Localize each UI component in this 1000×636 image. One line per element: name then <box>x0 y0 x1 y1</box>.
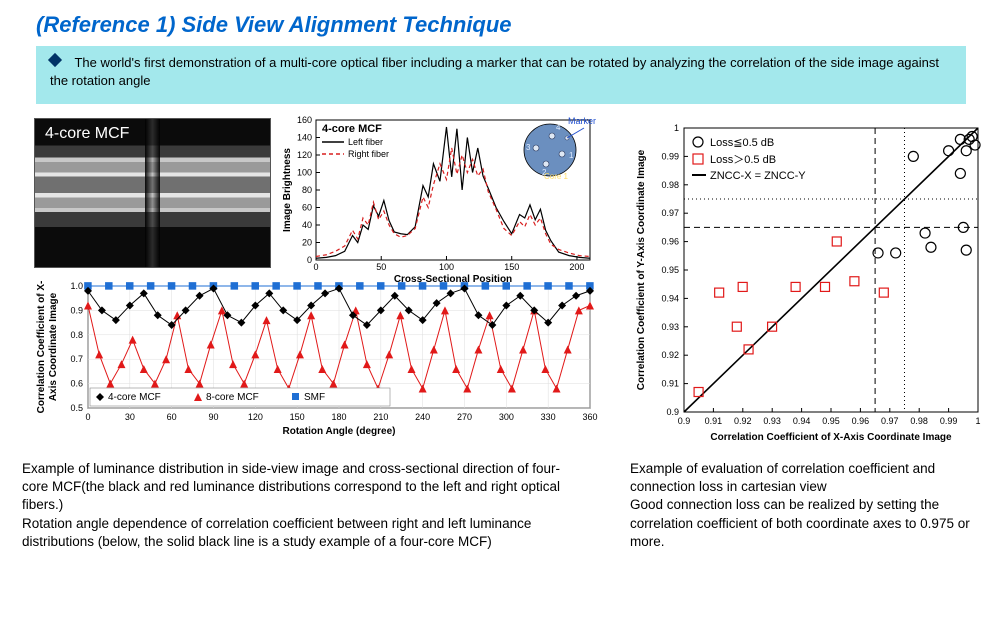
svg-text:Image Brightness: Image Brightness <box>282 148 293 232</box>
svg-text:0.97: 0.97 <box>881 416 899 426</box>
svg-text:270: 270 <box>457 412 472 422</box>
caption-left-p1: Example of luminance distribution in sid… <box>22 460 582 515</box>
svg-text:0.92: 0.92 <box>661 350 679 360</box>
svg-text:Correlation Coefficient of X-A: Correlation Coefficient of X-Axis Coordi… <box>710 432 952 443</box>
svg-text:0.92: 0.92 <box>734 416 752 426</box>
caption-right-p1: Example of evaluation of correlation coe… <box>630 460 980 496</box>
svg-text:0: 0 <box>313 262 318 272</box>
svg-text:0.94: 0.94 <box>793 416 811 426</box>
svg-text:150: 150 <box>290 412 305 422</box>
svg-text:140: 140 <box>297 133 312 143</box>
svg-text:0.91: 0.91 <box>661 379 679 389</box>
svg-text:Marker: Marker <box>568 116 596 126</box>
svg-text:4-core MCF: 4-core MCF <box>322 123 382 135</box>
svg-text:90: 90 <box>208 412 218 422</box>
caption-left-p2: Rotation angle dependence of correlation… <box>22 515 582 551</box>
svg-text:SMF: SMF <box>304 392 325 403</box>
svg-text:330: 330 <box>541 412 556 422</box>
svg-text:0.96: 0.96 <box>852 416 870 426</box>
svg-text:4-core MCF: 4-core MCF <box>108 392 161 403</box>
svg-text:0.96: 0.96 <box>661 237 679 247</box>
caption-right-p2: Good connection loss can be realized by … <box>630 496 980 551</box>
svg-text:0.95: 0.95 <box>822 416 840 426</box>
svg-text:Rotation Angle (degree): Rotation Angle (degree) <box>283 426 396 437</box>
svg-text:20: 20 <box>302 238 312 248</box>
page-title: (Reference 1) Side View Alignment Techni… <box>36 12 512 38</box>
svg-text:0.5: 0.5 <box>70 403 83 413</box>
sideview-gap <box>145 119 159 267</box>
highlight-banner: The world's first demonstration of a mul… <box>36 46 966 104</box>
svg-text:60: 60 <box>302 203 312 213</box>
svg-text:3: 3 <box>526 143 531 152</box>
svg-text:8-core MCF: 8-core MCF <box>206 392 259 403</box>
svg-text:0.91: 0.91 <box>705 416 723 426</box>
svg-text:0.95: 0.95 <box>661 265 679 275</box>
svg-text:Correlation Coefficient of X-: Correlation Coefficient of X- <box>36 281 47 414</box>
svg-text:50: 50 <box>376 262 386 272</box>
caption-right: Example of evaluation of correlation coe… <box>630 460 980 551</box>
svg-text:300: 300 <box>499 412 514 422</box>
diamond-bullet-icon <box>48 53 62 67</box>
banner-text: The world's first demonstration of a mul… <box>50 55 939 88</box>
svg-text:1: 1 <box>569 151 574 160</box>
svg-text:100: 100 <box>297 168 312 178</box>
svg-text:0.7: 0.7 <box>70 354 83 364</box>
svg-text:210: 210 <box>373 412 388 422</box>
svg-text:Loss＞0.5 dB: Loss＞0.5 dB <box>710 154 776 166</box>
svg-text:0.99: 0.99 <box>661 151 679 161</box>
svg-text:0.97: 0.97 <box>661 208 679 218</box>
svg-text:0: 0 <box>85 412 90 422</box>
svg-text:0.98: 0.98 <box>910 416 928 426</box>
svg-text:100: 100 <box>439 262 454 272</box>
svg-text:ZNCC-X = ZNCC-Y: ZNCC-X = ZNCC-Y <box>710 170 806 182</box>
svg-text:0.93: 0.93 <box>763 416 781 426</box>
svg-text:150: 150 <box>504 262 519 272</box>
caption-left: Example of luminance distribution in sid… <box>22 460 582 551</box>
svg-text:200: 200 <box>569 262 584 272</box>
svg-text:0.94: 0.94 <box>661 293 679 303</box>
svg-text:80: 80 <box>302 185 312 195</box>
svg-text:180: 180 <box>331 412 346 422</box>
svg-text:240: 240 <box>415 412 430 422</box>
sideview-image: 4-core MCF <box>34 118 271 268</box>
svg-text:0.8: 0.8 <box>70 330 83 340</box>
svg-text:1: 1 <box>975 416 980 426</box>
svg-text:40: 40 <box>302 220 312 230</box>
svg-text:360: 360 <box>582 412 597 422</box>
svg-text:Loss≦0.5 dB: Loss≦0.5 dB <box>710 137 774 149</box>
svg-text:1.0: 1.0 <box>70 281 83 291</box>
svg-text:0.6: 0.6 <box>70 379 83 389</box>
brightness-chart: 050100150200020406080100120140160Cross-S… <box>280 112 600 284</box>
svg-text:4: 4 <box>556 123 561 132</box>
svg-text:0.9: 0.9 <box>70 305 83 315</box>
svg-text:0.99: 0.99 <box>940 416 958 426</box>
svg-text:120: 120 <box>297 150 312 160</box>
svg-text:0.9: 0.9 <box>678 416 691 426</box>
svg-text:120: 120 <box>248 412 263 422</box>
svg-text:Right fiber: Right fiber <box>348 149 389 159</box>
svg-text:0.93: 0.93 <box>661 322 679 332</box>
svg-text:Left fiber: Left fiber <box>348 137 383 147</box>
svg-text:30: 30 <box>125 412 135 422</box>
svg-text:1: 1 <box>674 123 679 133</box>
svg-text:0: 0 <box>307 255 312 265</box>
svg-text:60: 60 <box>167 412 177 422</box>
svg-text:Core 1: Core 1 <box>544 172 569 181</box>
svg-text:0.9: 0.9 <box>666 407 679 417</box>
svg-text:Axis Coordinate Image: Axis Coordinate Image <box>48 292 59 401</box>
rotation-chart: 0 30 60 90 120 150 180 210 240 270 300 330 360 0.5 0.6… <box>30 280 600 456</box>
sideview-label: 4-core MCF <box>45 125 129 143</box>
svg-text:160: 160 <box>297 115 312 125</box>
svg-text:0.98: 0.98 <box>661 180 679 190</box>
svg-text:Correlation Coefficient of Y-A: Correlation Coefficient of Y-Axis Coordi… <box>636 149 647 390</box>
scatter-chart: 0.90.910.920.930.940.950.960.970.980.991… <box>628 118 988 450</box>
